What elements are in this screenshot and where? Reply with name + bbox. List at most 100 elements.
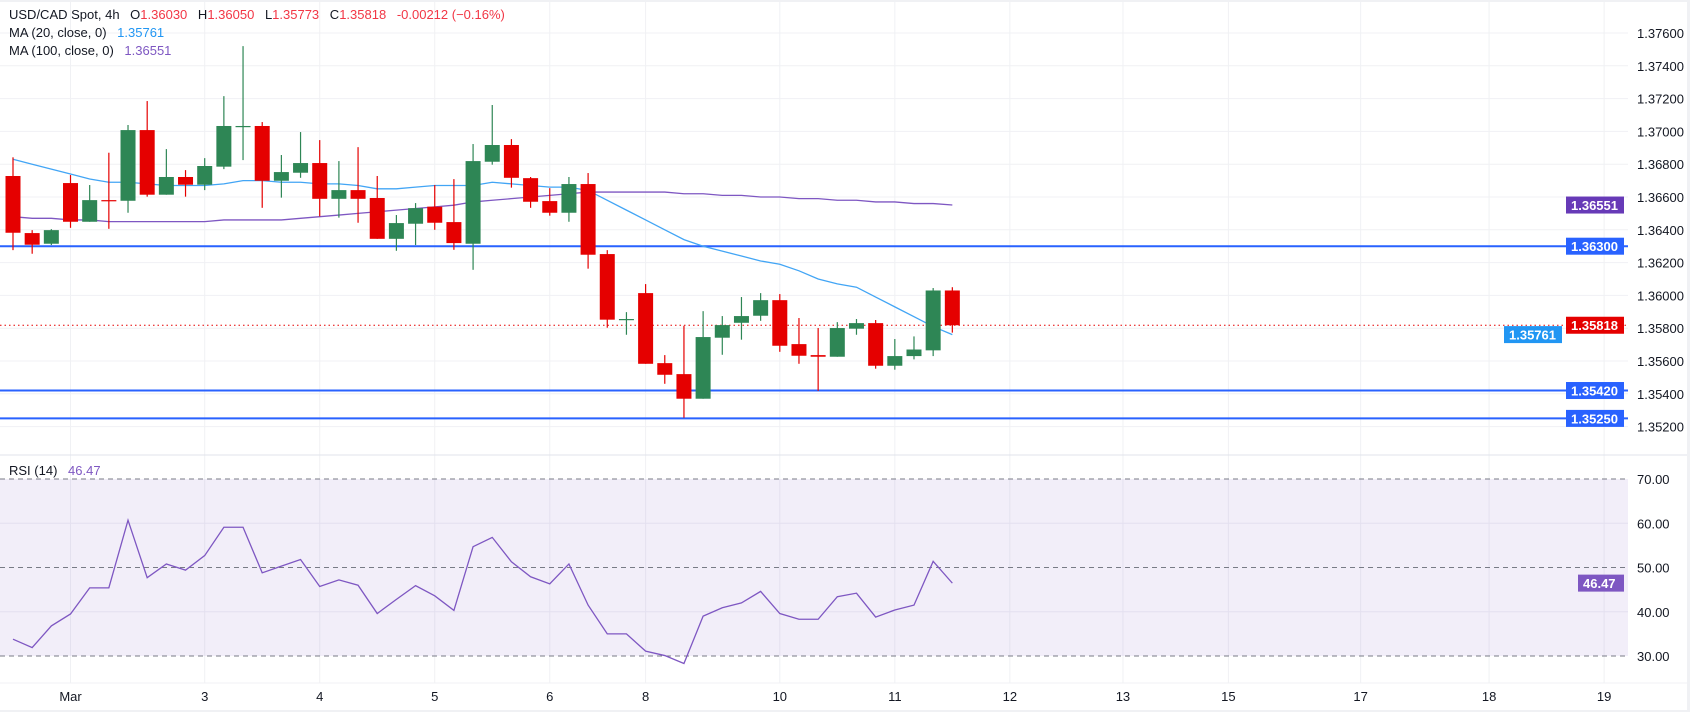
time-tick-label: 15 bbox=[1221, 689, 1235, 704]
candle-body bbox=[139, 130, 155, 195]
price-tick-label: 1.36600 bbox=[1637, 190, 1684, 205]
candle-body bbox=[618, 319, 634, 321]
candle-body bbox=[542, 201, 558, 213]
candle-body bbox=[273, 172, 289, 181]
rsi-label: RSI (14) bbox=[9, 463, 58, 478]
time-tick-label: 3 bbox=[201, 689, 208, 704]
candle-bearish bbox=[427, 185, 443, 230]
bottom-border bbox=[0, 710, 1690, 712]
price-tick-label: 1.37200 bbox=[1637, 92, 1684, 107]
candle-body bbox=[120, 130, 136, 201]
candle-body bbox=[887, 356, 903, 366]
price-badge-label: 1.35818 bbox=[1571, 318, 1618, 333]
ma100-label: MA (100, close, 0) bbox=[9, 43, 114, 58]
candle-body bbox=[408, 208, 424, 224]
rsi-value-badge bbox=[1578, 574, 1624, 592]
symbol-title[interactable]: USD/CAD Spot, 4h bbox=[9, 7, 120, 22]
candle-bearish bbox=[542, 188, 558, 216]
candle-bearish bbox=[772, 294, 788, 352]
candle-bearish bbox=[5, 157, 21, 251]
time-tick-label: 8 bbox=[642, 689, 649, 704]
candle-body bbox=[388, 223, 404, 239]
price-tick-label: 1.36200 bbox=[1637, 256, 1684, 271]
candle-bearish bbox=[178, 170, 194, 197]
price-badge-label: 1.35250 bbox=[1571, 411, 1618, 426]
candle-bullish bbox=[331, 161, 347, 218]
rsi-tick-label: 30.00 bbox=[1637, 649, 1670, 664]
ma20-legend[interactable]: MA (20, close, 0) 1.35761 bbox=[9, 25, 164, 41]
candle-bullish bbox=[465, 144, 481, 270]
close-label: C bbox=[329, 7, 340, 22]
time-tick-label: 17 bbox=[1353, 689, 1367, 704]
candle-bullish bbox=[120, 125, 136, 213]
candle-bearish bbox=[580, 173, 596, 269]
right-border bbox=[1687, 0, 1690, 712]
ma100-legend[interactable]: MA (100, close, 0) 1.36551 bbox=[9, 43, 171, 59]
ma20-value: 1.35761 bbox=[117, 25, 165, 40]
ma100-value: 1.36551 bbox=[124, 43, 172, 58]
candle-bearish bbox=[24, 230, 40, 254]
price-tick-label: 1.35800 bbox=[1637, 321, 1684, 336]
candle-bearish bbox=[791, 318, 807, 364]
price-tick-label: 1.36800 bbox=[1637, 157, 1684, 172]
candle-bullish bbox=[925, 288, 941, 357]
candle-body bbox=[772, 300, 788, 346]
candle-bullish bbox=[695, 311, 711, 399]
time-tick-label: 4 bbox=[316, 689, 323, 704]
price-tick-label: 1.35600 bbox=[1637, 354, 1684, 369]
open-label: O bbox=[130, 7, 141, 22]
rsi-value-badge-label: 46.47 bbox=[1583, 576, 1616, 591]
candle-body bbox=[695, 337, 711, 399]
rsi-pane[interactable]: 70.00 60.00 50.00 40.00 30.00 46.47 bbox=[0, 472, 1670, 665]
candle-body bbox=[427, 206, 443, 223]
candle-body bbox=[197, 166, 213, 185]
candle-bullish bbox=[484, 104, 500, 165]
candle-bearish bbox=[599, 250, 615, 328]
time-tick-label: 6 bbox=[546, 689, 553, 704]
change-value: -0.00212 (−0.16%) bbox=[396, 7, 505, 22]
candle-body bbox=[676, 374, 692, 399]
candle-body bbox=[791, 344, 807, 356]
price-badge bbox=[1504, 326, 1562, 344]
price-badge-label: 1.35420 bbox=[1571, 384, 1618, 399]
candle-bullish bbox=[753, 293, 769, 321]
candle-bearish bbox=[369, 176, 385, 239]
rsi-legend[interactable]: RSI (14) 46.47 bbox=[9, 463, 101, 479]
candle-body bbox=[868, 323, 884, 366]
candle-body bbox=[24, 233, 40, 245]
candle-body bbox=[523, 178, 539, 202]
time-tick-label: Mar bbox=[59, 689, 82, 704]
candle-bearish bbox=[868, 320, 884, 369]
candle-body bbox=[331, 190, 347, 199]
candle-body bbox=[43, 230, 59, 244]
candle-body bbox=[906, 349, 922, 357]
time-tick-label: 18 bbox=[1482, 689, 1496, 704]
candle-bullish bbox=[733, 297, 749, 340]
high-value: 1.36050 bbox=[207, 7, 255, 22]
price-tick-label: 1.36400 bbox=[1637, 223, 1684, 238]
candle-bearish bbox=[944, 287, 960, 333]
candle-body bbox=[848, 323, 864, 329]
price-badge bbox=[1566, 316, 1624, 334]
candle-bullish bbox=[829, 322, 845, 357]
candle-body bbox=[503, 145, 519, 178]
time-tick-label: 11 bbox=[888, 689, 902, 704]
horizontal-levels[interactable] bbox=[0, 245, 1628, 420]
candle-body bbox=[561, 184, 577, 213]
price-badge-label: 1.36551 bbox=[1571, 198, 1618, 213]
candle-bullish bbox=[408, 203, 424, 246]
candle-body bbox=[484, 145, 500, 162]
candle-body bbox=[5, 176, 21, 233]
price-tick-label: 1.37600 bbox=[1637, 26, 1684, 41]
candle-bearish bbox=[63, 175, 79, 228]
candle-bullish bbox=[714, 316, 730, 355]
candle-bullish bbox=[197, 158, 213, 191]
candle-bearish bbox=[810, 328, 826, 391]
candle-bearish bbox=[523, 176, 539, 208]
price-axis[interactable]: 1.37600 1.37400 1.37200 1.37000 1.36800 1.366… bbox=[1504, 26, 1684, 435]
candle-body bbox=[178, 176, 194, 185]
candle-body bbox=[580, 184, 596, 255]
time-axis[interactable]: Mar 3 4 5 6 8 10 11 12 13 15 17 18 19 bbox=[59, 689, 1611, 704]
